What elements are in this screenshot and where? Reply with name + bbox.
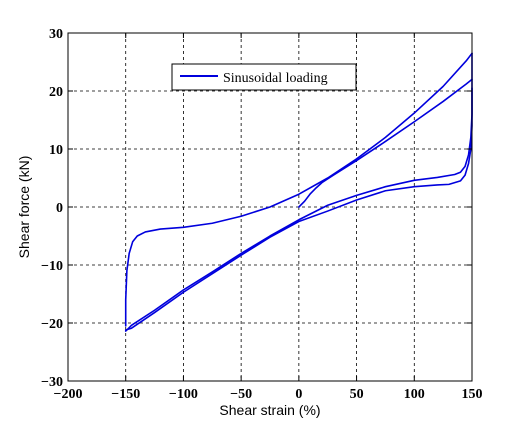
- x-tick-labels: −200 −150 −100 −50 0 50 100 150: [54, 387, 483, 402]
- series-line-segment: [124, 52, 473, 327]
- x-tick-label: 0: [295, 387, 302, 402]
- x-tick-label: −100: [169, 387, 198, 402]
- series-layer: [124, 52, 473, 332]
- y-tick-labels: −30 −20 −10 0 10 20 30: [41, 27, 63, 390]
- x-tick-label: −50: [230, 387, 252, 402]
- x-tick-label: 50: [350, 387, 364, 402]
- x-tick-label: 100: [404, 387, 425, 402]
- series-line-segment: [298, 78, 473, 208]
- y-axis-title: Shear force (kN): [16, 156, 32, 259]
- x-tick-label: −200: [54, 387, 83, 402]
- y-tick-label: 10: [49, 143, 63, 158]
- y-tick-label: 20: [49, 85, 63, 100]
- y-tick-label: −30: [41, 375, 63, 390]
- y-tick-label: −10: [41, 259, 63, 274]
- series-line-segment: [124, 52, 473, 332]
- x-tick-label: −150: [111, 387, 140, 402]
- legend-label: Sinusoidal loading: [223, 71, 328, 86]
- y-tick-label: 0: [56, 201, 63, 216]
- y-tick-label: −20: [41, 317, 63, 332]
- tick-marks: [67, 32, 473, 382]
- x-tick-label: 150: [462, 387, 483, 402]
- y-tick-label: 30: [49, 27, 63, 42]
- series-line-segment: [124, 87, 473, 331]
- x-axis-title: Shear strain (%): [219, 402, 320, 418]
- legend: Sinusoidal loading: [171, 63, 357, 91]
